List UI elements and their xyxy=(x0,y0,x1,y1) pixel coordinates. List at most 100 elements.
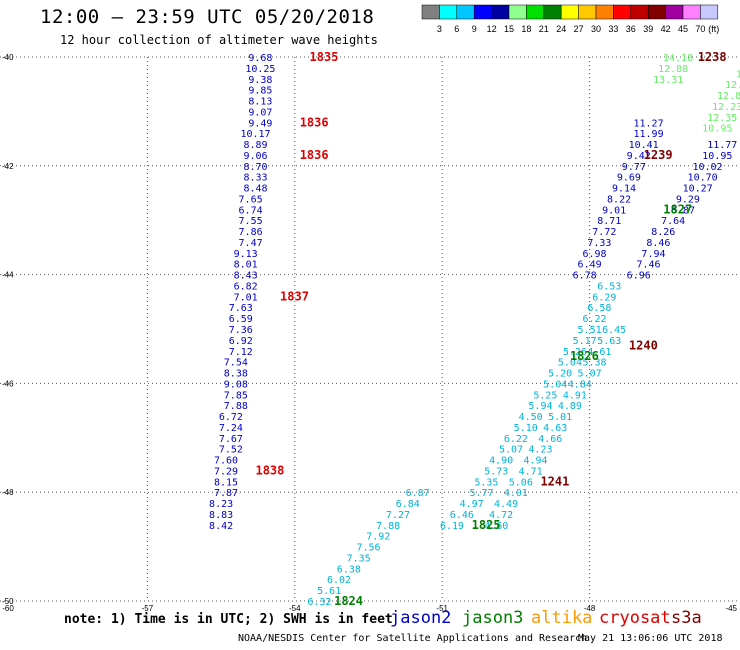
wave-height-value: 4.71 xyxy=(519,466,543,477)
wave-height-value: 7.63 xyxy=(229,303,253,314)
wave-height-value: 4.66 xyxy=(538,434,562,445)
wave-height-value: 9.13 xyxy=(234,249,258,260)
x-tick-label: -57 xyxy=(142,604,154,613)
wave-height-value: 5.63 xyxy=(597,336,621,347)
wave-height-value: 7.24 xyxy=(219,423,243,434)
wave-height-value: 9.29 xyxy=(676,194,700,205)
wave-height-value: 6.49 xyxy=(578,260,602,271)
wave-height-value: 4.23 xyxy=(528,445,552,456)
wave-height-value: 4.60 xyxy=(484,521,508,532)
wave-height-value: 4.49 xyxy=(494,499,518,510)
wave-height-value: 7.88 xyxy=(224,401,248,412)
wave-height-value: 10.25 xyxy=(245,64,275,75)
mission-altika: altika xyxy=(531,608,593,628)
wave-height-value: 5.77 xyxy=(469,488,493,499)
wave-height-value: 13.31 xyxy=(653,75,683,86)
wave-height-value: 9.49 xyxy=(248,118,272,129)
wave-height-value: 5.17 xyxy=(573,336,597,347)
wave-height-value: 7.52 xyxy=(219,445,243,456)
wave-height-value: 10.17 xyxy=(240,129,270,140)
colorbar-label: 15 xyxy=(504,24,514,34)
wave-height-value: 6.45 xyxy=(602,325,626,336)
pass-time-label: 1825 xyxy=(472,518,501,532)
wave-height-value: 9.14 xyxy=(612,184,636,195)
wave-height-value: 11.99 xyxy=(634,129,664,140)
wave-height-value: 4.50 xyxy=(519,412,543,423)
pass-time-label: 1836 xyxy=(300,148,329,162)
wave-height-value: 5.01 xyxy=(548,412,572,423)
mission-cryosat: cryosat xyxy=(599,608,671,628)
wave-height-value: 14.18 xyxy=(663,53,693,64)
wave-height-value: 8.48 xyxy=(243,184,267,195)
wave-height-value: 8.89 xyxy=(243,140,267,151)
wave-height-value: 4.91 xyxy=(563,390,587,401)
colorbar-label: 6 xyxy=(454,24,459,34)
wave-height-value: 8.26 xyxy=(651,227,675,238)
wave-height-value: 7.35 xyxy=(347,553,371,564)
footnote: note: 1) Time is in UTC; 2) SWH is in fe… xyxy=(64,612,393,627)
colorbar-label: 33 xyxy=(608,24,618,34)
wave-height-value: 12.5 xyxy=(725,80,740,91)
wave-height-value: 8.71 xyxy=(597,216,621,227)
wave-height-value: 6.32 xyxy=(307,597,331,608)
wave-height-value: 7.85 xyxy=(224,390,248,401)
wave-height-value: 7.67 xyxy=(219,434,243,445)
pass-time-label: 1240 xyxy=(629,338,658,352)
wave-height-value: 8.43 xyxy=(234,271,258,282)
wave-height-value: 9.01 xyxy=(602,205,626,216)
wave-height-value: 4.90 xyxy=(489,456,513,467)
colorbar-swatch xyxy=(700,4,719,20)
x-tick-label: -48 xyxy=(584,604,596,613)
wave-height-value: 6.22 xyxy=(582,314,606,325)
colorbar-label: 27 xyxy=(574,24,584,34)
mission-jason2: jason2 xyxy=(390,608,452,628)
timestamp-text: May 21 13:06:06 UTC 2018 xyxy=(578,633,723,644)
wave-height-value: 9.42 xyxy=(627,151,651,162)
wave-height-value: 5.94 xyxy=(528,401,552,412)
color-legend: 3 6 9 12 15 18 21 24 27 30 33 36 39 42 45 70 (ft) xyxy=(421,4,719,34)
wave-height-value: 7.36 xyxy=(229,325,253,336)
wave-height-value: 6.58 xyxy=(587,303,611,314)
x-tick-label: -51 xyxy=(436,604,448,613)
y-tick-label: -40 xyxy=(2,53,14,62)
wave-height-value: 10.95 xyxy=(702,151,732,162)
colorbar-label: 36 xyxy=(626,24,636,34)
wave-height-value: 14 xyxy=(736,69,740,80)
wave-height-value: 6.87 xyxy=(406,488,430,499)
wave-height-value: 12.88 xyxy=(658,64,688,75)
pass-time-label: 1239 xyxy=(644,148,673,162)
colorbar-label: 30 xyxy=(591,24,601,34)
page-title: 12:00 — 23:59 UTC 05/20/2018 xyxy=(40,6,375,28)
wave-height-value: 7.60 xyxy=(214,456,238,467)
colorbar-label: 42 xyxy=(661,24,671,34)
wave-height-value: 6.22 xyxy=(504,434,528,445)
wave-height-value: 8.46 xyxy=(646,238,670,249)
colorbar-label: 12 xyxy=(487,24,497,34)
y-tick-label: -50 xyxy=(2,597,14,606)
wave-height-value: 8.42 xyxy=(209,521,233,532)
wave-height-value: 12.35 xyxy=(707,113,737,124)
wave-height-value: 6.72 xyxy=(219,412,243,423)
wave-height-value: 9.77 xyxy=(622,162,646,173)
wave-height-value: 8.22 xyxy=(607,194,631,205)
wave-height-value: 7.33 xyxy=(587,238,611,249)
wave-height-value: 9.08 xyxy=(224,379,248,390)
colorbar-label: 70 xyxy=(695,24,705,34)
wave-height-value: 12.83 xyxy=(717,91,740,102)
colorbar-label: 24 xyxy=(556,24,566,34)
colorbar-label: 39 xyxy=(643,24,653,34)
colorbar-label: (ft) xyxy=(708,24,719,34)
wave-height-value: 5.38 xyxy=(582,358,606,369)
wave-height-value: 4.89 xyxy=(558,401,582,412)
wave-height-value: 7.64 xyxy=(661,216,685,227)
wave-height-value: 6.46 xyxy=(450,510,474,521)
wave-height-value: 6.78 xyxy=(573,271,597,282)
wave-height-value: 6.53 xyxy=(597,281,621,292)
x-tick-label: -60 xyxy=(2,604,14,613)
mission-s3a: s3a xyxy=(671,608,702,628)
wave-height-value: 7.01 xyxy=(234,292,258,303)
wave-height-value: 7.27 xyxy=(386,510,410,521)
wave-height-value: 7.88 xyxy=(376,521,400,532)
wave-height-value: 10.02 xyxy=(692,162,722,173)
